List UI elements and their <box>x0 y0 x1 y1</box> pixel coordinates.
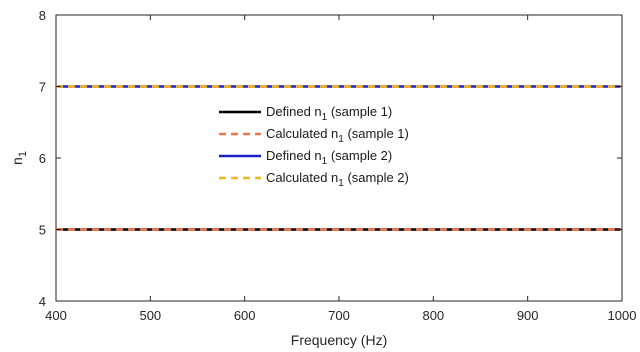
legend-entry-label: Calculated n1 (sample 1) <box>266 126 409 145</box>
legend-label-suffix: (sample 2) <box>327 148 392 163</box>
y-axis-label: n1 <box>9 151 29 165</box>
legend-label-text: Calculated n <box>266 170 338 185</box>
legend: Defined n1 (sample 1)Calculated n1 (samp… <box>219 104 409 189</box>
x-tick-label: 500 <box>139 308 161 323</box>
tick-layer: 400 500 600 700 800 900 1000 4 5 6 7 8 <box>39 8 637 323</box>
legend-label-suffix: (sample 2) <box>344 170 409 185</box>
y-tick-label: 7 <box>39 80 46 95</box>
legend-label-subscript: 1 <box>338 134 344 145</box>
legend-label-subscript: 1 <box>338 178 344 189</box>
x-tick-label: 800 <box>422 308 444 323</box>
legend-label-text: Defined n <box>266 148 322 163</box>
y-tick-label: 8 <box>39 8 46 23</box>
legend-label-text: Calculated n <box>266 126 338 141</box>
legend-label-suffix: (sample 1) <box>327 104 392 119</box>
x-tick-label: 400 <box>45 308 67 323</box>
x-tick-label: 600 <box>234 308 256 323</box>
x-tick-label: 900 <box>517 308 539 323</box>
legend-label-subscript: 1 <box>322 156 328 167</box>
y-axis-label-base: n <box>9 157 25 165</box>
legend-entry-label: Defined n1 (sample 1) <box>266 104 392 123</box>
legend-label-text: Defined n <box>266 104 322 119</box>
legend-label-suffix: (sample 1) <box>344 126 409 141</box>
x-tick-label: 700 <box>328 308 350 323</box>
legend-entry-label: Defined n1 (sample 2) <box>266 148 392 167</box>
y-tick-label: 4 <box>39 294 46 309</box>
y-tick-label: 5 <box>39 223 46 238</box>
plot-area <box>55 14 623 302</box>
series-layer <box>56 85 622 231</box>
x-tick-label: 1000 <box>608 308 637 323</box>
x-axis-label: Frequency (Hz) <box>291 332 387 348</box>
legend-label-subscript: 1 <box>322 112 328 123</box>
y-tick-label: 6 <box>39 151 46 166</box>
legend-entry-label: Calculated n1 (sample 2) <box>266 170 409 189</box>
y-axis-label-sub: 1 <box>17 151 29 157</box>
